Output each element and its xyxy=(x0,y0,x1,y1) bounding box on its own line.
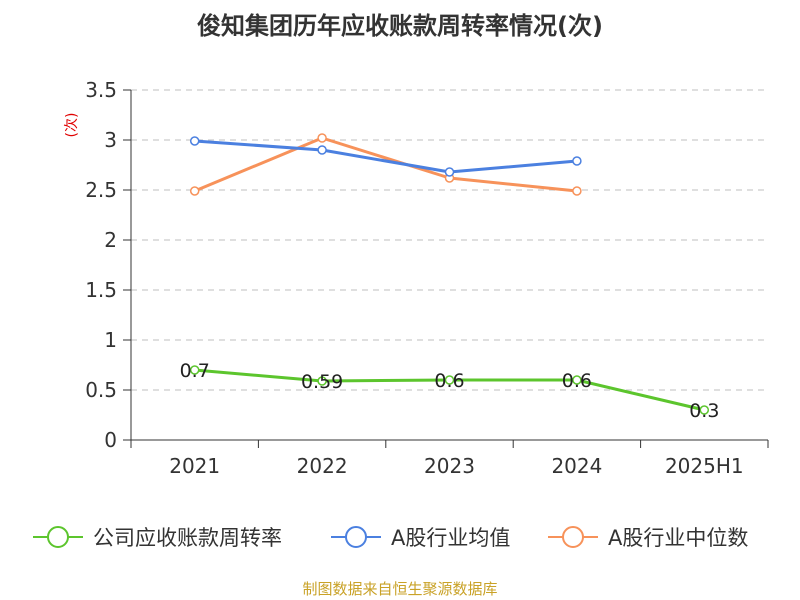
data-point[interactable] xyxy=(699,405,710,415)
legend[interactable]: 公司应收账款周转率 A股行业均值 A股行业中位数 xyxy=(33,526,748,550)
chart-title: 俊知集团历年应收账款周转率情况(次) xyxy=(197,12,603,40)
source-note: 制图数据来自恒生聚源数据库 xyxy=(302,580,497,598)
data-point[interactable] xyxy=(317,133,327,143)
data-label: 0.59 xyxy=(301,371,343,393)
x-tick-label: 2024 xyxy=(551,454,602,478)
data-point[interactable] xyxy=(317,145,327,155)
y-tick-label: 1.5 xyxy=(85,278,117,302)
y-tick-label: 3 xyxy=(104,128,117,152)
y-axis-label: (次) xyxy=(64,113,80,138)
legend-item-2[interactable]: A股行业中位数 xyxy=(548,526,748,550)
legend-item-1[interactable]: A股行业均值 xyxy=(331,526,510,550)
data-point[interactable] xyxy=(572,156,582,166)
grid xyxy=(131,89,768,391)
data-label: 0.7 xyxy=(180,360,210,382)
legend-marker xyxy=(47,526,69,548)
series-1 xyxy=(189,136,582,177)
data-point[interactable] xyxy=(189,365,200,375)
data-label: 0.6 xyxy=(434,370,464,392)
y-tick-label: 0.5 xyxy=(85,378,117,402)
y-tick-label: 2 xyxy=(104,228,117,252)
legend-label: A股行业均值 xyxy=(391,526,510,550)
legend-marker xyxy=(345,526,367,548)
data-point[interactable] xyxy=(189,136,200,146)
series-line xyxy=(194,136,578,193)
data-point[interactable] xyxy=(444,375,455,385)
series-line xyxy=(194,139,578,174)
data-point[interactable] xyxy=(317,376,327,386)
legend-marker xyxy=(562,526,584,548)
y-tick-label: 3.5 xyxy=(85,78,117,102)
data-label: 0.3 xyxy=(689,400,719,422)
series-layer: 0.7 0.59 0.6 0.6 0.3 xyxy=(180,133,720,422)
data-point[interactable] xyxy=(189,186,200,196)
y-tick-label: 0 xyxy=(104,428,117,452)
axes: 0 0.5 1 1.5 2 2.5 3 3.5 2021 2022 2023 2024 2025H1 xyxy=(85,78,769,478)
data-point[interactable] xyxy=(444,167,455,177)
x-tick-label: 2021 xyxy=(169,454,220,478)
x-tick-label: 2023 xyxy=(424,454,475,478)
x-tick-label: 2025H1 xyxy=(665,454,744,478)
series-0: 0.7 0.59 0.6 0.6 0.3 xyxy=(180,360,720,422)
legend-label: A股行业中位数 xyxy=(608,526,748,550)
x-tick-label: 2022 xyxy=(297,454,348,478)
y-tick-label: 1 xyxy=(104,328,117,352)
data-point[interactable] xyxy=(572,375,582,385)
legend-item-0[interactable]: 公司应收账款周转率 xyxy=(33,526,282,550)
data-label: 0.6 xyxy=(562,370,592,392)
data-point[interactable] xyxy=(572,186,582,196)
y-tick-label: 2.5 xyxy=(85,178,117,202)
legend-label: 公司应收账款周转率 xyxy=(93,526,282,550)
